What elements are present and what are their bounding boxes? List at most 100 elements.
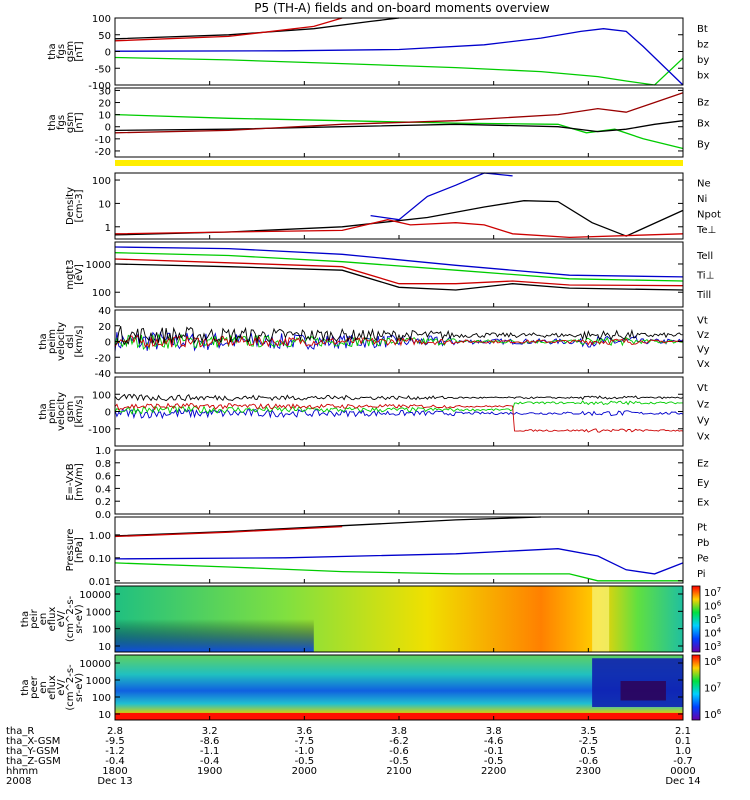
y-tick-label: 0.01 (89, 577, 111, 588)
legend-entry: by (697, 55, 709, 66)
y-axis-label: eV/ (56, 610, 67, 627)
series-ni (114, 200, 684, 237)
y-axis-label: tha (47, 43, 58, 59)
x-row-label: tha_X-GSM (6, 736, 60, 747)
y-axis-label: mgtt3 (65, 259, 76, 289)
legend-entry: Npot (697, 209, 721, 220)
series-pb (114, 525, 343, 538)
velocity-trace (114, 400, 683, 415)
colorbar-tick: 108 (704, 655, 721, 668)
y-tick-label: 1000 (86, 260, 111, 271)
y-axis-label: eflux (47, 675, 58, 700)
y-tick-label: 0.6 (95, 472, 111, 483)
y-tick-label: 100 (92, 288, 111, 299)
x-row-label: hhmm (6, 766, 38, 777)
legend-entry: Ni (697, 194, 707, 205)
legend-entry: Vx (697, 431, 710, 442)
series-pi (114, 548, 684, 575)
x-tick-label: -9.5 (105, 736, 125, 747)
y-tick-label: 20 (98, 322, 111, 333)
legend-entry: Vz (697, 330, 709, 341)
legend-entry: Bx (697, 119, 710, 130)
y-tick-label: 100 (92, 625, 111, 636)
y-axis-label: (cm^2-s- (65, 595, 76, 642)
y-tick-label: 0.4 (95, 484, 111, 495)
y-tick-label: 10 (98, 642, 111, 653)
y-tick-label: 40 (98, 306, 111, 317)
colorbar-tick: 103 (704, 640, 721, 653)
y-axis-label: [km/s] (74, 395, 85, 427)
series-tell (114, 263, 684, 291)
legend-entry: Te⊥ (696, 225, 716, 236)
x-row-label: tha_Z-GSM (6, 756, 61, 767)
y-tick-label: 0 (105, 123, 111, 134)
y-tick-label: -100 (88, 81, 111, 92)
y-axis-label: tha (20, 611, 31, 627)
y-axis-label: [cm-3] (74, 189, 85, 222)
legend-entry: Bt (697, 24, 708, 35)
legend-entry: By (697, 139, 710, 150)
y-tick-label: 1000 (86, 676, 111, 687)
x-tick-label: 3.8 (391, 726, 407, 737)
legend-entry: Vy (697, 415, 710, 426)
y-tick-label: 0.0 (95, 510, 111, 521)
panel-temperature: 1000 100 mgtt3[eV] Tell Ti⊥ Till (65, 241, 714, 308)
y-axis-label: gsm (65, 41, 76, 62)
velocity-trace (114, 393, 684, 402)
x-row-label: tha_R (6, 726, 34, 737)
y-tick-label: 10000 (79, 590, 111, 601)
colorbar-tick: 106 (704, 600, 722, 613)
series-bz (114, 17, 343, 42)
y-tick-label: 20 (98, 99, 111, 110)
y-tick-label: 50 (98, 31, 111, 42)
y-axis-label: dsl (65, 334, 76, 348)
x-tick-label: -1.1 (200, 746, 220, 757)
y-axis-label: tha (47, 114, 58, 130)
legend-entry: Tell (696, 251, 713, 262)
x-tick-label: -0.1 (484, 746, 504, 757)
y-axis-label: [nT] (74, 41, 85, 61)
x-row-label: tha_Y-GSM (6, 746, 59, 757)
velocity-trace (114, 402, 684, 433)
y-axis-label: Density (65, 187, 76, 225)
x-date-start: Dec 13 (97, 776, 132, 787)
y-axis-label: [km/s] (74, 325, 85, 357)
legend-entry: Pt (697, 523, 707, 534)
series-by (114, 113, 684, 150)
velocity-trace (114, 326, 684, 346)
x-tick-label: -4.6 (484, 736, 504, 747)
x-tick-label: -0.5 (389, 756, 409, 767)
y-axis-label: fgs (56, 115, 67, 130)
y-tick-label: -100 (88, 425, 111, 436)
y-axis-label: velocity (56, 322, 67, 361)
y-tick-label: 0 (105, 338, 111, 349)
legend-entry: Bz (697, 98, 709, 109)
legend-entry: Vt (697, 383, 708, 394)
panel-efield: 1.0 0.8 0.60.4 0.2 0.0 E=-VxB[mV/m] Ez Ey Ex (65, 446, 709, 521)
electron-spectrogram (115, 655, 683, 720)
legend-entry: bz (697, 39, 709, 50)
legend-entry: Ez (697, 459, 709, 470)
series-ti (114, 246, 684, 278)
x-tick-label: -0.7 (673, 756, 693, 767)
y-axis-label: gsm (65, 401, 76, 422)
panel-frame (114, 241, 684, 308)
legend-entry: Ti⊥ (696, 270, 714, 281)
x-tick-label: -8.6 (200, 736, 220, 747)
x-tick-label: 2300 (576, 766, 601, 777)
y-tick-label: 100 (92, 390, 111, 401)
series-by (114, 56, 684, 86)
legend-entry: Pe (697, 553, 709, 564)
x-tick-label: 2200 (481, 766, 506, 777)
x-tick-label: -0.6 (579, 756, 599, 767)
series-bt (114, 17, 400, 40)
y-tick-label: -50 (95, 64, 111, 75)
legend-entry: bx (697, 71, 709, 82)
y-axis-label: peim (47, 399, 58, 424)
colorbar-tick: 107 (704, 682, 721, 695)
y-axis-label: peir (29, 608, 40, 628)
